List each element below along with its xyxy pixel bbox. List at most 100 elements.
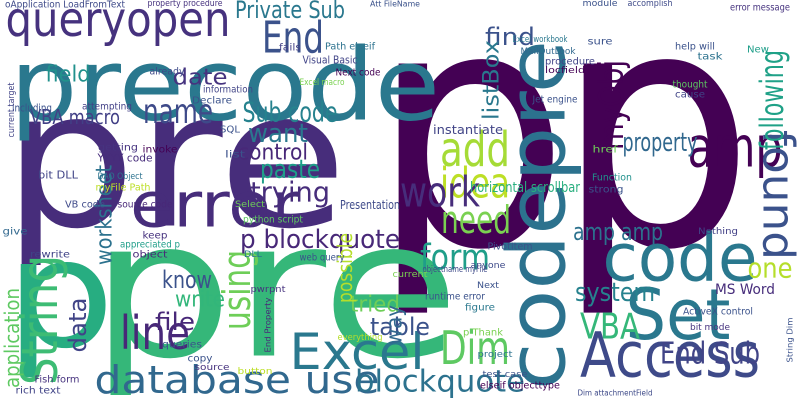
word: bit DLL [38, 169, 79, 182]
word: Jet engine [532, 95, 578, 106]
word: ActiveX control [683, 307, 753, 318]
word: worksheet [93, 165, 118, 265]
word: Select [235, 200, 266, 210]
word: source code [118, 200, 173, 211]
word: DLL [244, 250, 262, 260]
word: Function [592, 173, 632, 184]
word: find [485, 23, 535, 51]
word: Private Sub [235, 0, 345, 24]
word: strong [589, 185, 624, 196]
word: VBA [580, 307, 640, 348]
word: copy [188, 354, 213, 365]
word: one [748, 252, 793, 285]
word: rewrite [30, 250, 70, 261]
word: everything [338, 333, 383, 343]
word: field [46, 63, 91, 88]
word: tried [350, 293, 400, 318]
word: End Property [264, 297, 273, 352]
word: attempting [82, 102, 132, 113]
word: work [400, 168, 481, 217]
word: sure [588, 37, 613, 48]
word: p blockquote [240, 225, 400, 255]
word: help will [675, 42, 715, 53]
word: including [12, 102, 52, 115]
word: p Thank [463, 328, 503, 339]
word: objectname myFile [423, 265, 488, 275]
word: figure [465, 303, 495, 314]
word: using [215, 250, 259, 330]
word: possible [333, 233, 357, 303]
word: instantiate [433, 123, 503, 137]
word: queryopen [6, 0, 231, 48]
word: fails [279, 43, 301, 54]
word: add [440, 122, 510, 178]
word: Declare [192, 96, 232, 107]
word: property procedure [148, 0, 223, 9]
word: Excel macro [300, 78, 345, 88]
word: Dim [440, 321, 510, 375]
word: elseif objecttype [480, 381, 560, 392]
word: New [747, 45, 769, 56]
word: anyone [471, 261, 506, 271]
word: need [441, 198, 511, 242]
word: thought [673, 80, 708, 91]
word: End [262, 13, 324, 64]
word: keep [143, 231, 168, 242]
word: horizontal scrollbar [470, 180, 580, 196]
word: rich text [16, 386, 61, 397]
word: file [155, 308, 195, 336]
word: found [753, 130, 800, 260]
word: myObj [592, 60, 632, 150]
word: project [478, 350, 514, 360]
word: End Sub [660, 337, 760, 372]
word: pre [3, 50, 348, 271]
word: Excel [290, 323, 425, 381]
word: error message [730, 3, 790, 14]
word: DAO Object [98, 172, 143, 182]
word: know [162, 266, 212, 294]
word: line [120, 306, 190, 360]
word: following [753, 50, 791, 150]
word: Path elseif [325, 42, 375, 53]
word: myFile Path [96, 183, 151, 194]
word: String Dim [786, 317, 795, 362]
word: Visual Basic [303, 54, 358, 67]
word: task [698, 52, 723, 63]
word: property [623, 128, 698, 158]
word: date [173, 66, 228, 91]
word: VBA macro [30, 105, 120, 129]
word: code [603, 220, 758, 297]
word: Presentation [340, 198, 400, 212]
word: listBox [480, 40, 505, 120]
word: list [225, 150, 245, 161]
word: Nothing [698, 227, 738, 237]
word: PivotItem [488, 242, 533, 253]
word: Next [477, 281, 499, 291]
word: Excel workbook [513, 35, 569, 45]
word: object [133, 250, 168, 261]
word: Next code [336, 68, 381, 79]
word: amp [688, 116, 783, 181]
word: current [393, 270, 429, 280]
word: blockquote [355, 365, 525, 400]
word: pre [90, 180, 460, 400]
word: write [175, 288, 225, 313]
word: bit mode [690, 323, 730, 333]
word: Att FileName [370, 0, 420, 9]
word: give [3, 227, 28, 238]
word: idea [440, 159, 510, 208]
word: web query [300, 253, 345, 264]
word: href [593, 145, 619, 156]
word: MS Word [715, 282, 775, 298]
word: want [248, 119, 308, 149]
word: procedure [545, 57, 595, 68]
word: paste [260, 155, 320, 185]
word: Sub code [243, 96, 338, 129]
word: pwrpnt [251, 285, 287, 295]
word: getting [98, 143, 138, 154]
word: already [150, 67, 185, 78]
word: database use [95, 358, 380, 400]
